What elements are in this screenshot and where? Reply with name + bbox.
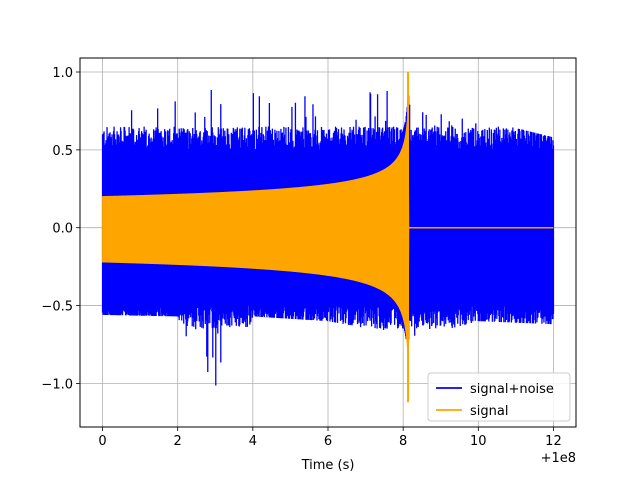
legend-label: signal bbox=[470, 404, 508, 419]
x-tick-label: 12 bbox=[545, 434, 562, 449]
x-tick-label: 6 bbox=[324, 434, 332, 449]
series-signal bbox=[102, 72, 554, 403]
y-tick-label: 0.0 bbox=[52, 222, 73, 237]
legend-label: signal+noise bbox=[470, 382, 554, 397]
y-tick-label: 0.5 bbox=[52, 144, 73, 159]
plot-series bbox=[101, 72, 555, 403]
y-tick-label: −1.0 bbox=[41, 377, 73, 392]
y-tick-label: 1.0 bbox=[52, 66, 73, 81]
x-tick-label: 4 bbox=[249, 434, 257, 449]
x-axis-offset-label: +1e8 bbox=[541, 451, 576, 466]
x-tick-label: 10 bbox=[470, 434, 487, 449]
x-tick-label: 0 bbox=[98, 434, 106, 449]
legend-box bbox=[427, 372, 571, 422]
x-tick-label: 8 bbox=[399, 434, 407, 449]
y-axis-ticks: −1.0 −0.5 0.0 0.5 1.0 bbox=[41, 66, 80, 392]
x-axis-label: Time (s) bbox=[301, 458, 355, 473]
x-tick-label: 2 bbox=[174, 434, 182, 449]
legend: signal+noise signal bbox=[427, 372, 571, 422]
x-axis-ticks: 0 2 4 6 8 10 12 bbox=[98, 427, 562, 449]
y-tick-label: −0.5 bbox=[41, 300, 73, 315]
